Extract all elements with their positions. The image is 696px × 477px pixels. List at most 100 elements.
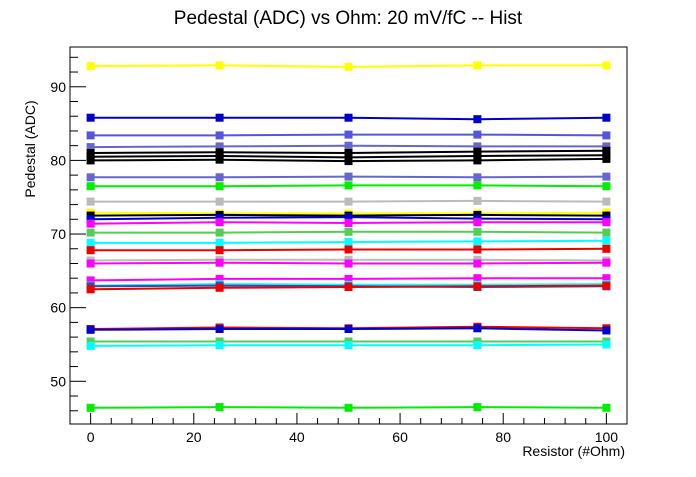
data-point <box>344 213 353 222</box>
series-18 <box>86 258 611 268</box>
data-point <box>473 341 482 350</box>
data-point <box>602 146 611 155</box>
y-tick-label: 50 <box>50 373 66 389</box>
data-point <box>473 403 482 412</box>
series-layer <box>86 61 611 412</box>
series-16 <box>86 244 611 255</box>
data-point <box>473 259 482 268</box>
data-point <box>86 285 95 294</box>
y-tick-label: 90 <box>50 79 66 95</box>
data-point <box>344 157 353 166</box>
chart-title: Pedestal (ADC) vs Ohm: 20 mV/fC -- Hist <box>174 8 523 29</box>
data-point <box>86 238 95 247</box>
data-point <box>86 337 95 346</box>
data-point <box>86 156 95 165</box>
series-1 <box>86 113 611 124</box>
data-point <box>473 245 482 254</box>
data-point <box>602 197 611 206</box>
data-point <box>344 113 353 122</box>
y-tick-label: 60 <box>50 300 66 316</box>
data-point <box>215 403 224 412</box>
data-point <box>473 181 482 190</box>
data-point <box>215 258 224 267</box>
data-point <box>86 341 95 350</box>
data-point <box>344 245 353 254</box>
data-point <box>215 197 224 206</box>
data-point <box>344 62 353 71</box>
data-point <box>602 154 611 163</box>
data-point <box>602 172 611 181</box>
data-point <box>215 274 224 283</box>
series-7 <box>86 172 611 182</box>
data-point <box>86 276 95 285</box>
data-point <box>344 259 353 268</box>
data-point <box>215 182 224 191</box>
data-point <box>215 218 224 227</box>
data-point <box>86 197 95 206</box>
data-point <box>344 238 353 247</box>
data-point <box>602 274 611 283</box>
data-point <box>86 403 95 412</box>
data-point <box>86 113 95 122</box>
data-point <box>86 62 95 71</box>
series-8 <box>86 181 611 191</box>
data-point <box>215 131 224 140</box>
data-point <box>86 228 95 237</box>
data-point <box>215 228 224 237</box>
data-point <box>86 246 95 255</box>
y-axis-label: Pedestal (ADC) <box>22 100 38 197</box>
x-tick-label: 40 <box>289 429 305 445</box>
data-point <box>86 325 95 334</box>
data-point <box>215 325 224 333</box>
data-point <box>215 213 224 222</box>
series-22 <box>86 281 611 294</box>
data-point <box>344 274 353 283</box>
series-0 <box>86 61 611 71</box>
data-point <box>86 173 95 182</box>
data-point <box>473 196 482 205</box>
data-point <box>473 227 482 236</box>
data-point <box>344 219 353 227</box>
axes-layer: 0 20 40 60 80 100 50 60 70 80 90 <box>50 46 628 445</box>
data-point <box>473 282 482 291</box>
series-19 <box>86 274 611 285</box>
data-point <box>344 283 353 291</box>
data-point <box>344 149 353 157</box>
data-point <box>215 173 224 182</box>
y-tick-label: 80 <box>50 152 66 168</box>
series-27 <box>86 403 611 412</box>
x-tick-label: 80 <box>495 429 511 445</box>
x-tick-label: 0 <box>87 429 95 445</box>
data-point <box>602 281 611 290</box>
data-point <box>602 340 611 349</box>
data-point <box>473 156 482 165</box>
data-point <box>215 155 224 164</box>
series-9 <box>86 196 611 206</box>
data-point <box>344 181 353 190</box>
data-point <box>215 283 224 292</box>
series-15 <box>86 236 611 247</box>
data-point <box>602 258 611 267</box>
series-26 <box>86 340 611 350</box>
data-point <box>86 182 95 191</box>
data-point <box>86 143 95 152</box>
data-point <box>602 131 611 140</box>
data-point <box>344 227 353 236</box>
data-point <box>215 142 224 151</box>
x-tick-label: 20 <box>186 429 202 445</box>
series-6 <box>86 154 611 166</box>
series-14 <box>86 227 611 237</box>
data-point <box>86 215 95 224</box>
data-point <box>602 113 611 122</box>
data-point <box>86 131 95 140</box>
x-tick-label: 100 <box>595 429 619 445</box>
data-point <box>602 182 611 191</box>
data-point <box>344 130 353 139</box>
data-point <box>344 325 353 333</box>
data-point <box>344 403 353 412</box>
data-point <box>473 130 482 139</box>
data-point <box>473 274 482 283</box>
y-tick-label: 70 <box>50 226 66 242</box>
data-point <box>86 219 95 228</box>
